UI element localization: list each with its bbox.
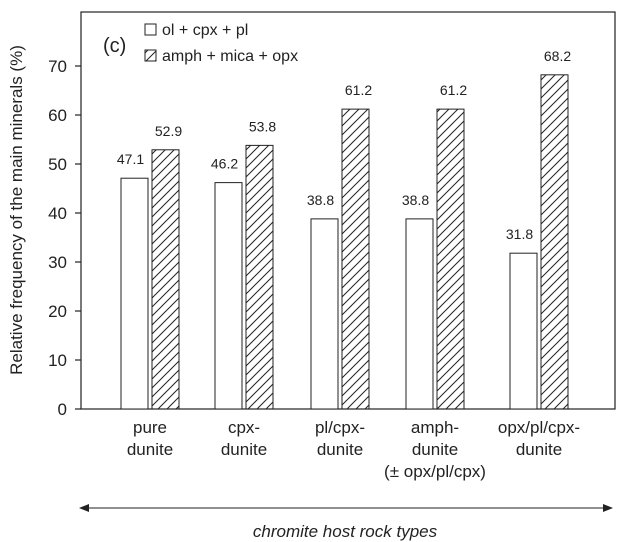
y-tick-label: 30 [48, 253, 67, 272]
category-label: dunite [127, 440, 173, 459]
y-tick-label: 20 [48, 302, 67, 321]
category-label: pure [133, 418, 167, 437]
category-labels-group: pure dunite cpx-dunite pl/cpx-dunite amph-du… [127, 418, 580, 481]
category-label: cpx- [228, 418, 260, 437]
category-label: dunite [221, 440, 267, 459]
bar-value-label: 61.2 [345, 82, 372, 98]
y-tick-label: 0 [58, 400, 67, 419]
bar-ol-cpx-pl [405, 218, 434, 410]
y-tick-label: 70 [48, 57, 67, 76]
bar-amph-mica-opx [540, 74, 569, 410]
category-label: dunite [317, 440, 363, 459]
bar-value-label: 46.2 [211, 156, 238, 172]
legend-label-series-2: amph + mica + opx [162, 48, 298, 65]
bar-value-label: 61.2 [440, 82, 467, 98]
category-label: opx/pl/cpx- [498, 418, 580, 437]
category-label: amph- [411, 418, 459, 437]
bar-value-label: 52.9 [155, 123, 182, 139]
legend: ol + cpx + pl amph + mica + opx [144, 22, 298, 65]
bar-ol-cpx-pl [509, 252, 538, 410]
legend-swatch-hatched [144, 49, 157, 62]
bar-value-label: 53.8 [249, 118, 276, 134]
bar-value-label: 68.2 [544, 48, 571, 64]
category-label: dunite [516, 440, 562, 459]
bar-ol-cpx-pl [120, 177, 149, 410]
legend-label-series-1: ol + cpx + pl [162, 22, 248, 39]
y-axis: 0 10 20 30 40 50 60 70 [48, 57, 81, 419]
bar-ol-cpx-pl [310, 218, 339, 410]
x-axis-title: chromite host rock types [253, 522, 438, 541]
bar-amph-mica-opx [341, 108, 370, 410]
y-axis-title: Relative frequency of the main minerals … [7, 45, 26, 375]
bar-value-label: 38.8 [307, 192, 334, 208]
data-labels-group: 47.1 46.2 38.8 38.8 31.8 52.9 53.8 61.2 61.2 68.2 [117, 48, 571, 242]
bar-value-label: 31.8 [506, 226, 533, 242]
bar-ol-cpx-pl [214, 182, 243, 410]
bar-amph-mica-opx [245, 144, 274, 410]
y-tick-label: 60 [48, 106, 67, 125]
category-label: dunite [412, 440, 458, 459]
y-tick-label: 50 [48, 155, 67, 174]
bars-group [120, 74, 569, 410]
panel-label: (c) [103, 35, 126, 57]
bar-amph-mica-opx [151, 149, 180, 410]
bar-amph-mica-opx [436, 108, 465, 410]
category-label: pl/cpx- [315, 418, 365, 437]
y-tick-label: 10 [48, 351, 67, 370]
bar-value-label: 38.8 [402, 192, 429, 208]
category-label: (± opx/pl/cpx) [384, 462, 486, 481]
y-tick-label: 40 [48, 204, 67, 223]
bar-value-label: 47.1 [117, 151, 144, 167]
legend-swatch-open [144, 23, 157, 36]
